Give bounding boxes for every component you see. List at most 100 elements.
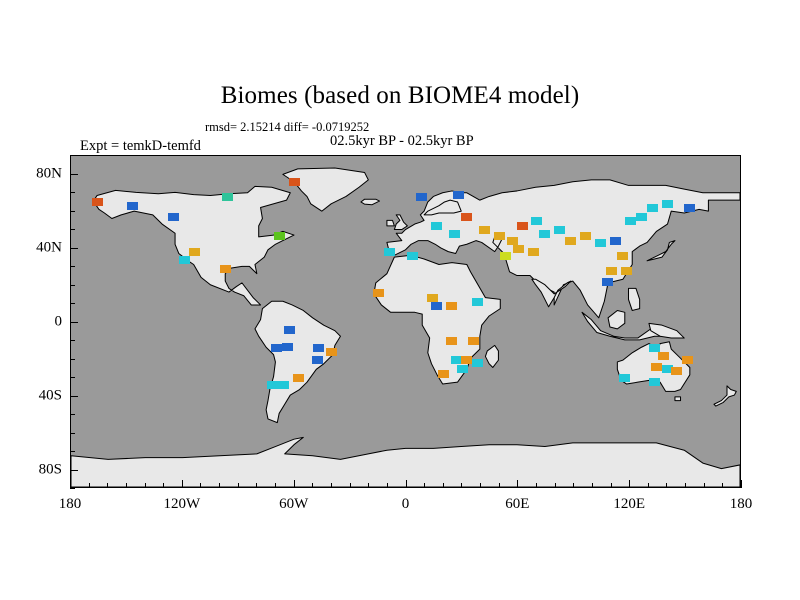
- biome-marker: [292, 374, 304, 382]
- axis-tick: [70, 303, 75, 304]
- biome-marker: [527, 248, 539, 257]
- biome-marker: [468, 337, 480, 345]
- x-tick-label: 120W: [163, 496, 201, 512]
- biome-marker: [460, 355, 472, 364]
- axis-tick: [293, 480, 295, 488]
- biome-marker: [661, 200, 673, 209]
- biome-marker: [531, 216, 543, 225]
- biome-marker: [277, 381, 289, 390]
- axis-tick: [70, 173, 78, 175]
- biome-marker: [384, 248, 396, 257]
- axis-tick: [647, 483, 649, 488]
- biome-marker: [594, 238, 606, 247]
- biome-marker: [179, 255, 191, 264]
- biome-marker: [671, 366, 683, 375]
- biome-marker: [617, 251, 629, 260]
- biome-marker: [553, 226, 565, 234]
- axis-tick: [70, 210, 75, 212]
- landmass-antarctica: [71, 436, 740, 487]
- biome-marker: [471, 298, 483, 307]
- landmass-british-isles: [393, 214, 408, 231]
- landmass-north-america: [92, 185, 295, 306]
- biome-marker: [289, 177, 301, 186]
- biome-marker: [507, 237, 519, 246]
- biome-marker: [684, 203, 696, 212]
- axis-tick: [442, 483, 444, 488]
- axis-tick: [722, 483, 724, 488]
- biome-marker: [635, 213, 647, 222]
- axis-tick: [181, 480, 183, 488]
- axis-tick: [200, 483, 202, 488]
- biome-marker: [499, 251, 511, 260]
- axis-tick: [498, 483, 500, 488]
- y-tick-label: 40S: [38, 387, 62, 403]
- x-tick-label: 60E: [505, 496, 530, 512]
- y-tick-label: 80S: [38, 461, 62, 477]
- landmass-new-guinea: [648, 322, 685, 339]
- axis-tick: [70, 469, 78, 471]
- y-tick-label: 0: [54, 313, 63, 329]
- axis-tick: [70, 395, 78, 397]
- axis-tick: [70, 321, 78, 323]
- landmass-scandinavia-balt: [423, 199, 462, 216]
- axis-tick: [610, 483, 612, 488]
- biome-marker: [609, 237, 621, 246]
- biome-marker: [602, 277, 614, 286]
- biome-marker: [538, 229, 550, 238]
- biome-marker: [647, 203, 659, 212]
- biome-marker: [445, 337, 457, 345]
- landmass-ireland: [386, 219, 395, 227]
- biome-marker: [373, 288, 385, 297]
- biome-marker: [606, 266, 618, 275]
- axis-tick: [70, 284, 75, 286]
- biome-marker: [438, 370, 450, 379]
- axis-tick: [386, 483, 388, 488]
- biome-marker: [415, 192, 427, 201]
- biome-marker: [579, 231, 591, 240]
- landmass-india-peninsula: [531, 278, 572, 308]
- landmass-greenland: [282, 167, 369, 212]
- biome-marker: [451, 355, 463, 364]
- biome-marker: [658, 351, 670, 360]
- axis-tick: [703, 483, 705, 488]
- biome-marker: [274, 231, 286, 240]
- x-tick-label: 60W: [279, 496, 309, 512]
- axis-tick: [70, 155, 75, 156]
- axis-tick: [70, 192, 75, 193]
- axis-tick: [70, 229, 75, 230]
- axis-tick: [70, 451, 75, 452]
- biome-marker: [283, 325, 295, 334]
- landmass-borneo: [607, 309, 626, 330]
- biome-marker: [650, 362, 662, 371]
- axis-tick: [424, 483, 426, 488]
- y-tick-label: 80N: [36, 165, 62, 181]
- biome-marker: [281, 342, 293, 351]
- biome-marker: [220, 264, 232, 273]
- biome-marker: [311, 355, 323, 364]
- axis-tick: [107, 483, 109, 488]
- map-inner: [71, 156, 740, 487]
- biome-marker: [512, 244, 524, 253]
- axis-tick: [405, 480, 407, 488]
- biome-marker: [430, 301, 442, 310]
- biome-marker: [494, 231, 506, 240]
- axis-tick: [666, 483, 668, 488]
- biome-marker: [648, 377, 660, 386]
- biome-marker: [456, 364, 468, 373]
- biome-marker: [471, 359, 483, 368]
- biome-marker: [565, 237, 577, 246]
- axis-tick: [70, 480, 71, 488]
- page-title: Biomes (based on BIOME4 model): [220, 82, 580, 109]
- axis-tick: [219, 483, 221, 488]
- axis-tick: [70, 414, 75, 415]
- axis-tick: [70, 488, 75, 489]
- rmsd-subtitle: rmsd= 2.15214 diff= -0.0719252: [205, 120, 370, 134]
- axis-tick: [163, 483, 165, 488]
- axis-tick: [144, 483, 146, 488]
- period-subtitle: 02.5kyr BP - 02.5kyr BP: [330, 133, 474, 149]
- x-tick-label: 120E: [613, 496, 645, 512]
- axis-tick: [70, 340, 75, 341]
- axis-tick: [330, 483, 332, 488]
- biome-marker: [460, 213, 472, 222]
